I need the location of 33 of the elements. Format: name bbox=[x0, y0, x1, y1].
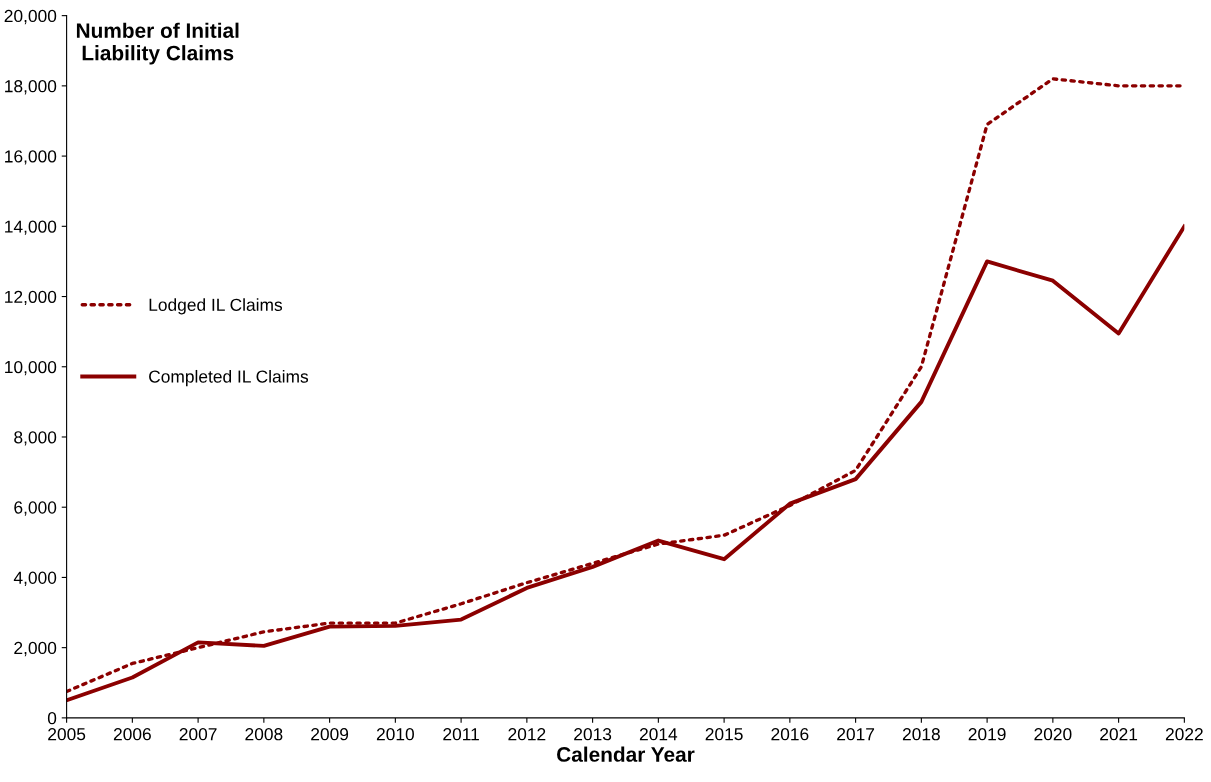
legend-label: Lodged IL Claims bbox=[149, 298, 283, 315]
x-tick-label: 2009 bbox=[311, 728, 349, 741]
x-tick-label: 2007 bbox=[179, 728, 217, 741]
x-tick-label: 2020 bbox=[1034, 728, 1072, 741]
x-tick-label: 2018 bbox=[902, 728, 940, 741]
x-tick-label: 2015 bbox=[705, 728, 743, 741]
x-tick-label: 2016 bbox=[771, 728, 809, 741]
y-tick-label: 2,000 bbox=[14, 641, 57, 657]
y-tick-label: 6,000 bbox=[14, 501, 57, 516]
x-tick-label: 2022 bbox=[1165, 728, 1203, 741]
x-tick-label: 2021 bbox=[1100, 728, 1138, 741]
x-axis-title: Calendar Year bbox=[557, 746, 695, 762]
y-tick-label: 10,000 bbox=[5, 360, 57, 376]
y-tick-label: 4,000 bbox=[13, 571, 57, 586]
y-tick-label: 14,000 bbox=[5, 220, 57, 235]
x-tick-label: 2005 bbox=[48, 728, 86, 741]
x-tick-label: 2010 bbox=[376, 728, 414, 741]
y-tick-label: 20,000 bbox=[4, 9, 57, 25]
x-tick-label: 2008 bbox=[245, 728, 283, 741]
x-tick-label: 2012 bbox=[508, 728, 546, 741]
y-tick-label: 8,000 bbox=[14, 431, 57, 446]
x-tick-label: 2011 bbox=[443, 728, 479, 741]
y-axis-title: Number of Initial Liability Claims bbox=[76, 22, 239, 65]
y-tick-label: 18,000 bbox=[5, 80, 57, 95]
legend-label: Completed IL Claims bbox=[149, 369, 309, 387]
x-tick-label: 2013 bbox=[574, 728, 612, 741]
y-tick-label: 0 bbox=[47, 712, 57, 725]
x-tick-label: 2019 bbox=[968, 728, 1006, 741]
x-tick-label: 2006 bbox=[113, 728, 151, 741]
x-tick-label: 2014 bbox=[639, 728, 678, 741]
x-tick-label: 2017 bbox=[837, 728, 875, 741]
y-tick-label: 16,000 bbox=[5, 150, 57, 165]
y-tick-label: 12,000 bbox=[5, 290, 57, 306]
